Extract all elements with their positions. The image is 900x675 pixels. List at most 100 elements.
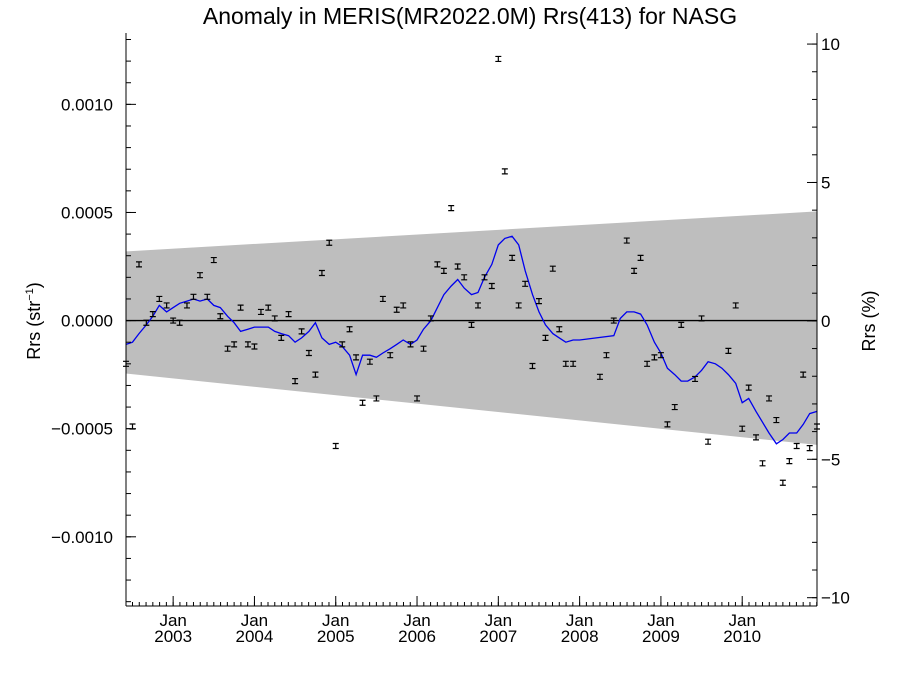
data-point [596,373,603,380]
data-point [400,302,407,309]
data-point [379,295,386,303]
uncertainty-band [126,211,817,445]
data-point [440,267,447,274]
data-point [278,334,285,341]
data-point [766,395,773,402]
y-tick-label-left: 0.0010 [61,95,113,114]
data-point [407,341,414,348]
data-point [326,239,333,246]
running-mean-line [125,235,818,445]
data-point [623,237,630,244]
data-point [509,254,516,261]
y-tick-label-right: 5 [821,173,830,192]
data-point [373,395,380,402]
data-point [217,313,224,320]
x-tick-label-year: 2006 [398,627,436,646]
data-point [163,302,170,309]
data-point [143,319,150,326]
x-tick-label-month: Jan [322,611,349,630]
data-point [196,272,203,279]
data-point [806,445,813,452]
data-point [359,399,366,406]
data-point [705,438,712,445]
data-point [495,55,502,63]
chart-title: Anomaly in MERIS(MR2022.0M) Rrs(413) for… [203,3,737,29]
y-tick-label-left: 0.0000 [61,312,113,331]
data-point [692,375,699,383]
data-point [793,442,800,450]
data-point [183,302,190,309]
data-point [501,168,508,175]
data-point [529,362,536,370]
data-point [481,274,488,281]
plot-area: 0.0010 0.0005 0.0000 −0.0005 −0.0010 10 5 0 −5 −1… [51,33,850,646]
x-tick-label-month: Jan [647,611,674,630]
data-point [257,308,264,316]
data-point [448,205,455,212]
x-tick-label-month: Jan [728,611,755,630]
data-point [393,306,400,313]
data-point [224,345,231,352]
x-tick-label-year: 2009 [642,627,680,646]
data-point [739,425,746,432]
data-point [237,304,244,311]
data-point [515,302,522,309]
x-tick-label-month: Jan [403,611,430,630]
data-point [610,317,617,324]
data-point [387,352,394,359]
data-point [231,341,238,348]
data-point [461,274,468,281]
data-point [542,334,549,341]
data-point [414,395,421,402]
x-tick-label-year: 2010 [723,627,761,646]
y-axis-label-left: Rrs (str−1) [24,282,44,360]
data-point [562,360,569,367]
data-point [488,282,495,290]
data-point [522,280,529,287]
y-tick-label-right: −5 [821,450,840,469]
data-point [318,269,325,277]
x-tick-label-year: 2007 [479,627,517,646]
data-point [631,267,638,274]
data-point [285,310,292,318]
data-point [251,343,258,350]
y-tick-label-left: −0.0010 [51,528,113,547]
x-tick-label-year: 2005 [317,627,355,646]
data-point [786,458,793,465]
x-tick-label-month: Jan [566,611,593,630]
data-point [698,315,705,322]
data-point [800,371,807,378]
data-point [556,326,563,333]
y-tick-label-right: 10 [821,35,840,54]
data-point [657,352,664,359]
data-point [420,345,427,352]
data-point [305,349,312,357]
x-tick-label-month: Jan [485,611,512,630]
x-tick-label-month: Jan [241,611,268,630]
data-point [312,371,319,378]
data-point [651,354,658,361]
data-point [298,328,305,335]
data-point [204,293,211,300]
data-point [549,265,556,272]
data-point [664,421,671,428]
y-tick-label-right: 0 [821,312,830,331]
data-point [353,354,360,361]
data-point [454,263,461,270]
y-tick-label-left: 0.0005 [61,203,113,222]
data-point [136,261,143,268]
data-point [427,315,434,322]
data-point [468,321,475,329]
data-point [265,304,272,311]
data-point [745,384,752,391]
data-point [671,403,678,411]
data-point [475,302,482,309]
data-point [190,293,197,300]
data-point [732,302,739,309]
data-point [271,315,278,322]
data-point [170,317,177,324]
data-point [244,341,251,348]
data-point [346,326,353,333]
y-axis-label-right: Rrs (%) [859,291,879,352]
